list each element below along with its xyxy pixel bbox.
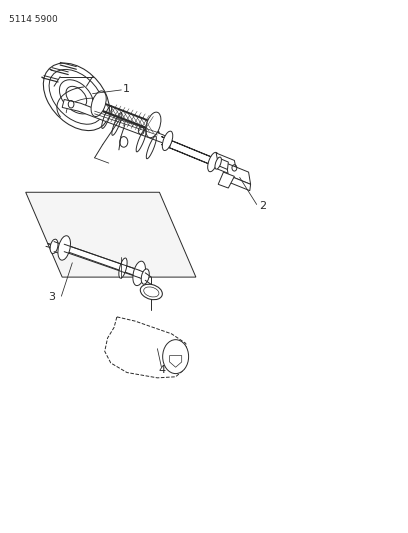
Ellipse shape: [133, 261, 145, 286]
Polygon shape: [105, 317, 188, 378]
Polygon shape: [217, 158, 228, 169]
Polygon shape: [162, 144, 220, 168]
Text: 1: 1: [123, 84, 130, 94]
Text: 5114 5900: 5114 5900: [9, 14, 58, 23]
Polygon shape: [217, 164, 236, 176]
Ellipse shape: [208, 152, 218, 172]
Polygon shape: [216, 153, 236, 171]
Polygon shape: [26, 192, 196, 277]
Ellipse shape: [146, 112, 161, 138]
Ellipse shape: [91, 91, 106, 117]
Ellipse shape: [140, 284, 162, 300]
Ellipse shape: [119, 258, 127, 278]
Polygon shape: [170, 356, 182, 367]
Polygon shape: [93, 100, 160, 124]
Ellipse shape: [58, 236, 71, 260]
Circle shape: [163, 340, 188, 374]
Ellipse shape: [215, 157, 222, 169]
Polygon shape: [64, 244, 139, 277]
Polygon shape: [62, 100, 172, 148]
Polygon shape: [226, 163, 251, 184]
Text: 4: 4: [159, 365, 166, 375]
Polygon shape: [162, 136, 220, 160]
Ellipse shape: [162, 131, 173, 150]
Text: 2: 2: [259, 201, 266, 211]
Text: 3: 3: [48, 292, 55, 302]
Polygon shape: [228, 175, 251, 191]
Polygon shape: [93, 108, 160, 132]
Polygon shape: [218, 172, 234, 188]
Ellipse shape: [141, 269, 149, 284]
Ellipse shape: [50, 239, 58, 254]
